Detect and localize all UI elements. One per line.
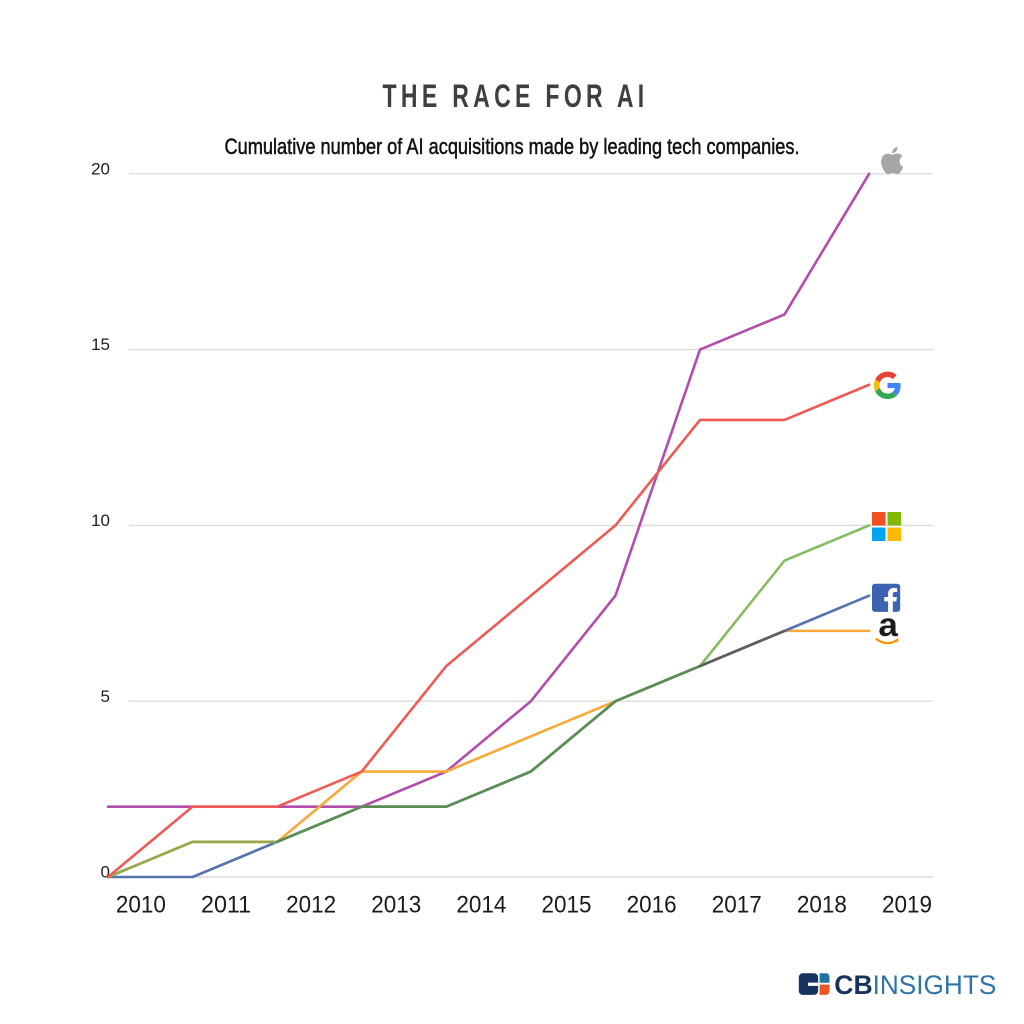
svg-text:2015: 2015 [542, 892, 592, 919]
svg-text:2016: 2016 [627, 892, 677, 919]
svg-text:THE RACE FOR AI: THE RACE FOR AI [383, 78, 649, 114]
svg-text:10: 10 [91, 511, 110, 530]
svg-text:2019: 2019 [882, 892, 932, 919]
svg-text:2014: 2014 [456, 892, 506, 919]
svg-text:20: 20 [91, 159, 110, 178]
svg-text:2011: 2011 [201, 892, 251, 919]
svg-text:2017: 2017 [712, 892, 762, 919]
svg-text:2018: 2018 [797, 892, 847, 919]
svg-text:15: 15 [91, 335, 110, 354]
svg-text:0: 0 [101, 863, 110, 882]
svg-text:5: 5 [101, 687, 110, 706]
svg-text:INSIGHTS: INSIGHTS [873, 970, 997, 1000]
svg-text:2012: 2012 [286, 892, 336, 919]
svg-text:2010: 2010 [116, 892, 166, 919]
svg-text:CB: CB [834, 970, 872, 1000]
svg-text:a: a [878, 606, 898, 643]
svg-text:2013: 2013 [371, 892, 421, 919]
svg-text:Cumulative number of AI acquis: Cumulative number of AI acquisitions mad… [225, 134, 800, 159]
